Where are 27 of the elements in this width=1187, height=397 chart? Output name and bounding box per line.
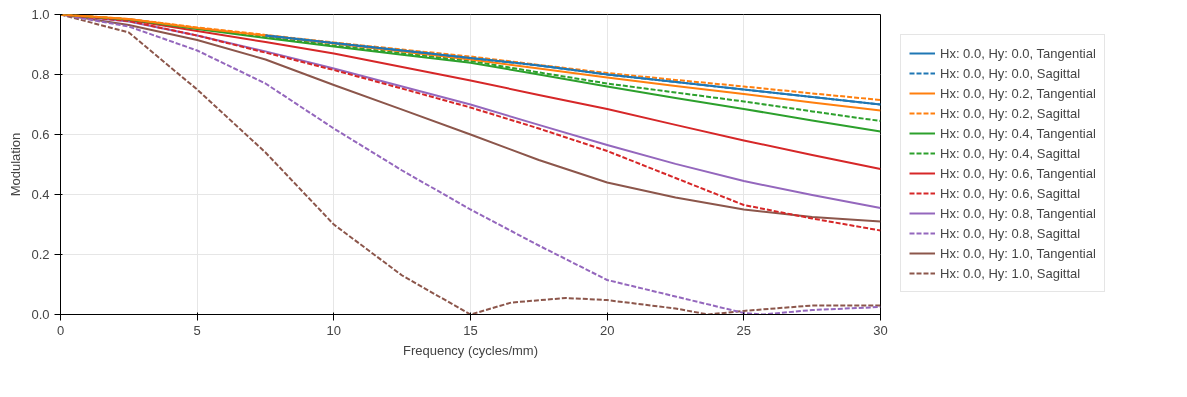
y-tick-label: 0.0 <box>31 307 50 322</box>
legend-label: Hx: 0.0, Hy: 0.6, Sagittal <box>940 184 1081 202</box>
legend-label: Hx: 0.0, Hy: 0.4, Sagittal <box>940 144 1081 162</box>
legend-label: Hx: 0.0, Hy: 0.4, Tangential <box>940 124 1096 142</box>
legend-label: Hx: 0.0, Hy: 1.0, Tangential <box>940 244 1096 262</box>
y-tick-label: 0.4 <box>31 187 50 202</box>
x-axis-title: Frequency (cycles/mm) <box>402 342 539 358</box>
y-tick-label: 0.8 <box>31 67 50 82</box>
legend-label: Hx: 0.0, Hy: 0.2, Tangential <box>940 84 1096 102</box>
legend-label: Hx: 0.0, Hy: 0.6, Tangential <box>940 164 1096 182</box>
y-tick-label: 0.2 <box>31 247 50 262</box>
x-tick-label: 15 <box>463 322 478 338</box>
x-tick-label: 25 <box>736 322 752 338</box>
x-tick-label: 30 <box>873 322 888 338</box>
x-tick-label: 20 <box>599 322 615 338</box>
legend-label: Hx: 0.0, Hy: 0.0, Tangential <box>940 44 1096 62</box>
x-tick-label: 0 <box>56 322 65 338</box>
x-tick-label: 10 <box>326 322 342 338</box>
x-tick-label: 5 <box>193 322 201 338</box>
legend-label: Hx: 0.0, Hy: 0.0, Sagittal <box>940 64 1081 82</box>
legend-label: Hx: 0.0, Hy: 0.8, Sagittal <box>940 224 1081 242</box>
legend-label: Hx: 0.0, Hy: 0.8, Tangential <box>940 204 1096 222</box>
y-tick-label: 0.6 <box>31 127 50 142</box>
legend-label: Hx: 0.0, Hy: 0.2, Sagittal <box>940 104 1081 122</box>
y-tick-label: 1.0 <box>31 7 50 22</box>
y-axis-title: Modulation <box>8 132 24 197</box>
legend-label: Hx: 0.0, Hy: 1.0, Sagittal <box>940 264 1081 282</box>
